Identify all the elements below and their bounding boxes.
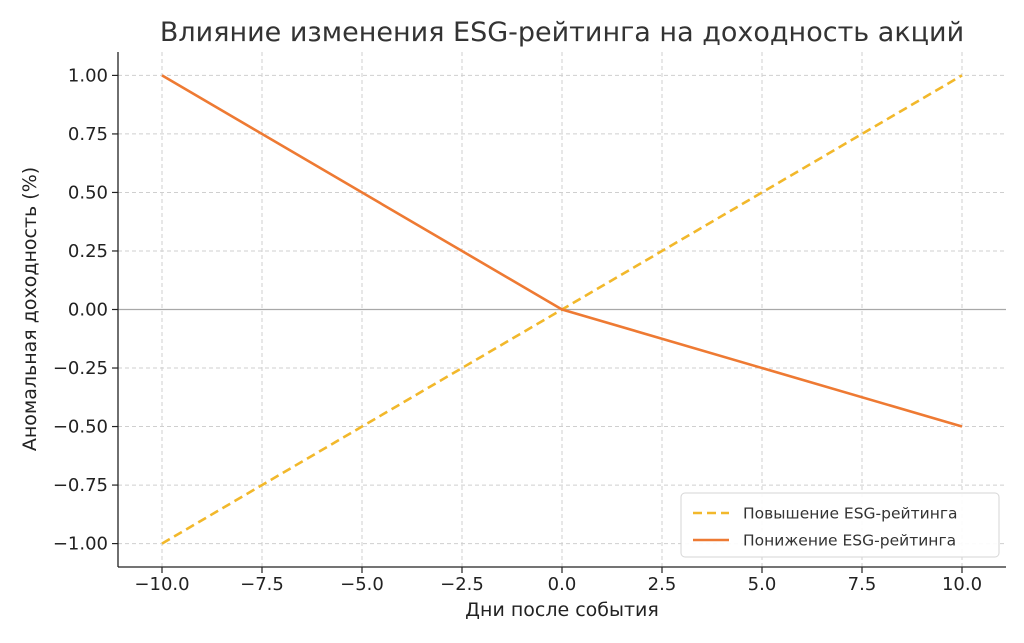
y-tick-label: −0.75 xyxy=(53,475,108,496)
y-tick-label: −1.00 xyxy=(53,534,108,555)
x-tick-label: −2.5 xyxy=(440,574,484,595)
series-line-2 xyxy=(161,74,963,428)
x-tick-label: 5.0 xyxy=(748,574,777,595)
legend-box xyxy=(680,492,1000,558)
chart-title: Влияние изменения ESG-рейтинга на доходн… xyxy=(160,17,964,48)
y-tick-label: 1.00 xyxy=(68,65,108,86)
grid-lines xyxy=(118,52,1006,567)
y-tick-label: −0.25 xyxy=(53,358,108,379)
x-tick-label: −10.0 xyxy=(134,574,189,595)
x-ticks: −10.0 −7.5 −5.0 −2.5 0.0 2.5 5.0 7.5 10.0 xyxy=(134,567,982,595)
y-tick-label: 0.75 xyxy=(68,124,108,145)
legend-label-1: Повышение ESG-рейтинга xyxy=(743,505,957,523)
x-tick-label: −7.5 xyxy=(240,574,284,595)
x-tick-label: 7.5 xyxy=(848,574,877,595)
y-ticks: 1.00 0.75 0.50 0.25 0.00 −0.25 −0.50 −0.75 −1.00 xyxy=(53,65,118,555)
x-axis-label: Дни после события xyxy=(465,599,659,621)
x-tick-label: 0.0 xyxy=(548,574,577,595)
y-tick-label: 0.25 xyxy=(68,241,108,262)
y-axis-label: Аномальная доходность (%) xyxy=(19,167,41,451)
x-tick-label: 2.5 xyxy=(648,574,677,595)
legend: Повышение ESG-рейтинга Понижение ESG-рейт… xyxy=(680,492,1000,558)
y-tick-label: −0.50 xyxy=(53,417,108,438)
x-tick-label: −5.0 xyxy=(340,574,384,595)
y-tick-label: 0.50 xyxy=(68,182,108,203)
legend-label-2: Понижение ESG-рейтинга xyxy=(743,532,956,550)
y-tick-label: 0.00 xyxy=(68,300,108,321)
series-lines xyxy=(161,74,963,545)
x-tick-label: 10.0 xyxy=(942,574,982,595)
